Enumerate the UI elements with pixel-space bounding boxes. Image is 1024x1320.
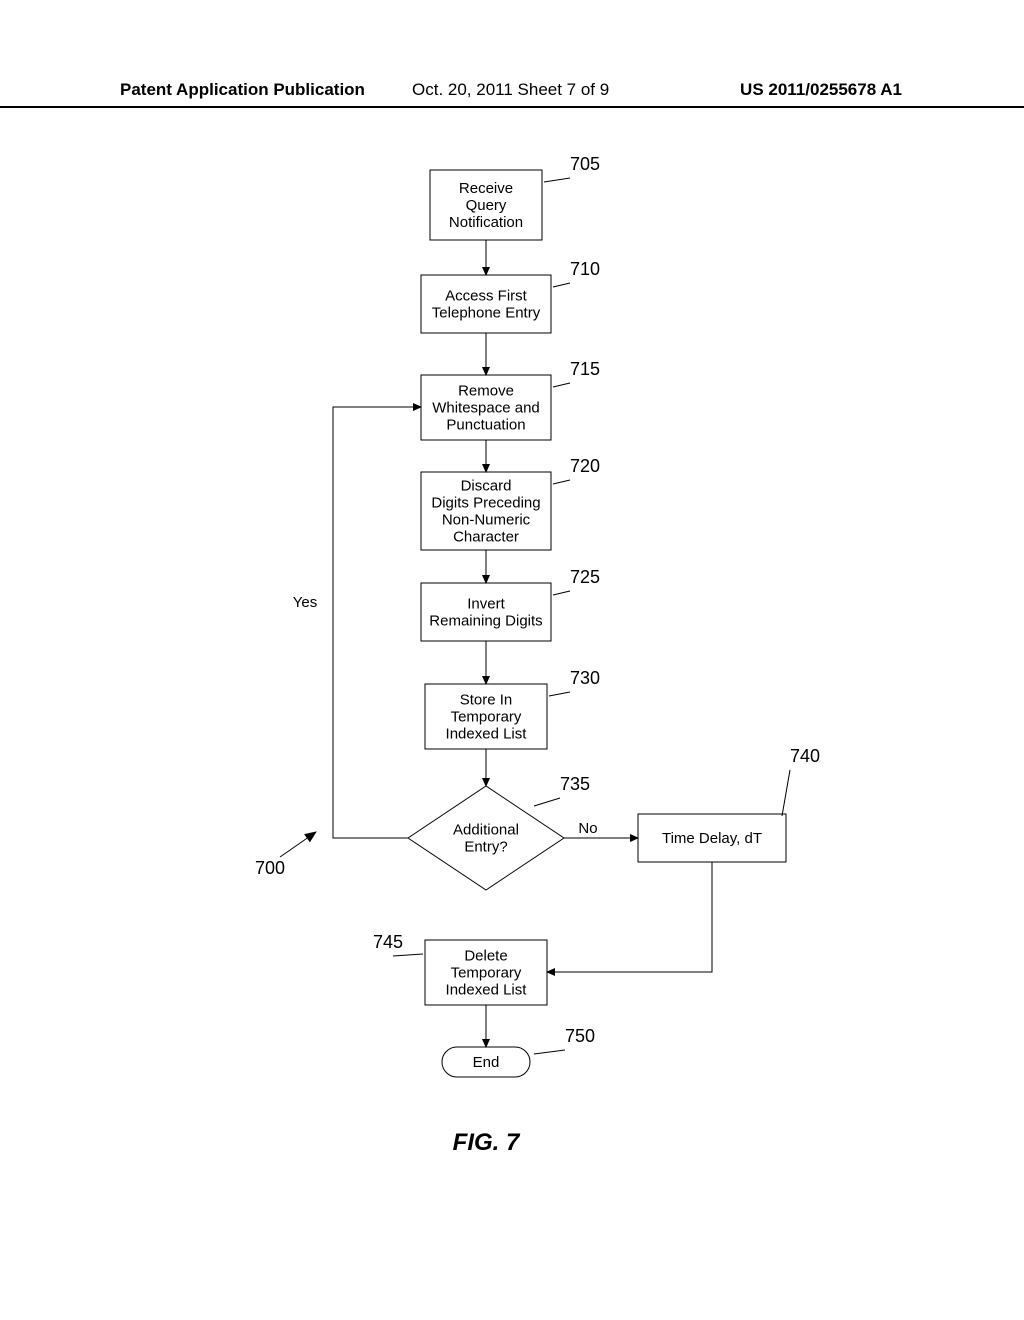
node-n720-line3: Character xyxy=(453,529,519,546)
ref-r730-leader xyxy=(549,692,570,696)
node-n705: ReceiveQueryNotification xyxy=(430,170,542,240)
ref-r745: 745 xyxy=(373,932,423,956)
node-n720-line0: Discard xyxy=(461,478,512,495)
node-n715-line1: Whitespace and xyxy=(432,400,540,417)
refs-layer: 705 710 715 720 725 730 735 740 745 750 700 xyxy=(255,154,820,1054)
ref-r735-label: 735 xyxy=(560,774,590,794)
patent-page: Patent Application Publication Oct. 20, … xyxy=(0,0,1024,1320)
ref-r715-label: 715 xyxy=(570,359,600,379)
node-n720-line1: Digits Preceding xyxy=(431,495,540,512)
edge-7-label: Yes xyxy=(293,594,317,611)
ref-r705: 705 xyxy=(544,154,600,182)
ref-r725-label: 725 xyxy=(570,567,600,587)
node-n740-line0: Time Delay, dT xyxy=(662,830,762,847)
node-n705-line1: Query xyxy=(466,197,507,214)
node-n745-line0: Delete xyxy=(464,948,507,965)
figure-ref-arrow xyxy=(280,832,316,857)
node-n750-line0: End xyxy=(473,1054,500,1071)
ref-r730-label: 730 xyxy=(570,668,600,688)
flowchart-diagram: No Yes ReceiveQueryNotification Access Fir… xyxy=(0,0,1024,1320)
ref-r725-leader xyxy=(553,591,570,595)
ref-r725: 725 xyxy=(553,567,600,595)
ref-r705-label: 705 xyxy=(570,154,600,174)
node-n715-line0: Remove xyxy=(458,383,514,400)
node-n710-line1: Telephone Entry xyxy=(432,305,541,322)
ref-r740: 740 xyxy=(782,746,820,816)
node-n725: InvertRemaining Digits xyxy=(421,583,551,641)
node-n710-line0: Access First xyxy=(445,288,528,305)
edge-6-label: No xyxy=(578,820,597,837)
ref-r710: 710 xyxy=(553,259,600,287)
ref-r750-leader xyxy=(534,1050,565,1054)
node-n750: End xyxy=(442,1047,530,1077)
ref-r705-leader xyxy=(544,178,570,182)
figure-ref: 700 xyxy=(255,832,316,878)
node-n730-line1: Temporary xyxy=(451,709,522,726)
node-n730-line0: Store In xyxy=(460,692,513,709)
node-n745: DeleteTemporaryIndexed List xyxy=(425,940,547,1005)
node-n730: Store InTemporaryIndexed List xyxy=(425,684,547,749)
node-n710: Access FirstTelephone Entry xyxy=(421,275,551,333)
ref-r710-leader xyxy=(553,283,570,287)
figure-ref-label: 700 xyxy=(255,858,285,878)
ref-r720-label: 720 xyxy=(570,456,600,476)
figure-label: FIG. 7 xyxy=(453,1129,521,1156)
node-n705-line2: Notification xyxy=(449,214,523,231)
ref-r720-leader xyxy=(553,480,570,484)
ref-r730: 730 xyxy=(549,668,600,696)
node-n725-line1: Remaining Digits xyxy=(429,613,542,630)
ref-r735: 735 xyxy=(534,774,590,806)
node-n740: Time Delay, dT xyxy=(638,814,786,862)
edge-7 xyxy=(333,407,421,838)
nodes-layer: ReceiveQueryNotification Access FirstTele… xyxy=(408,170,786,1077)
ref-r750: 750 xyxy=(534,1026,595,1054)
ref-r750-label: 750 xyxy=(565,1026,595,1046)
edges-layer: No Yes xyxy=(293,240,712,1047)
ref-r740-label: 740 xyxy=(790,746,820,766)
node-n730-line2: Indexed List xyxy=(446,726,528,743)
node-n735-line1: Entry? xyxy=(464,839,507,856)
node-n725-line0: Invert xyxy=(467,596,505,613)
ref-r735-leader xyxy=(534,798,560,806)
node-n745-line1: Temporary xyxy=(451,965,522,982)
node-n705-line0: Receive xyxy=(459,180,513,197)
node-n715-line2: Punctuation xyxy=(446,417,525,434)
node-n735: AdditionalEntry? xyxy=(408,786,564,890)
node-n735-line0: Additional xyxy=(453,822,519,839)
ref-r720: 720 xyxy=(553,456,600,484)
node-n720-line2: Non-Numeric xyxy=(442,512,531,529)
edge-8 xyxy=(547,862,712,972)
ref-r740-leader xyxy=(782,770,790,816)
ref-r715-leader xyxy=(553,383,570,387)
ref-r745-label: 745 xyxy=(373,932,403,952)
node-n720: DiscardDigits PrecedingNon-NumericCharac… xyxy=(421,472,551,550)
node-n745-line2: Indexed List xyxy=(446,982,528,999)
ref-r710-label: 710 xyxy=(570,259,600,279)
ref-r745-leader xyxy=(393,954,423,956)
ref-r715: 715 xyxy=(553,359,600,387)
node-n715: RemoveWhitespace andPunctuation xyxy=(421,375,551,440)
